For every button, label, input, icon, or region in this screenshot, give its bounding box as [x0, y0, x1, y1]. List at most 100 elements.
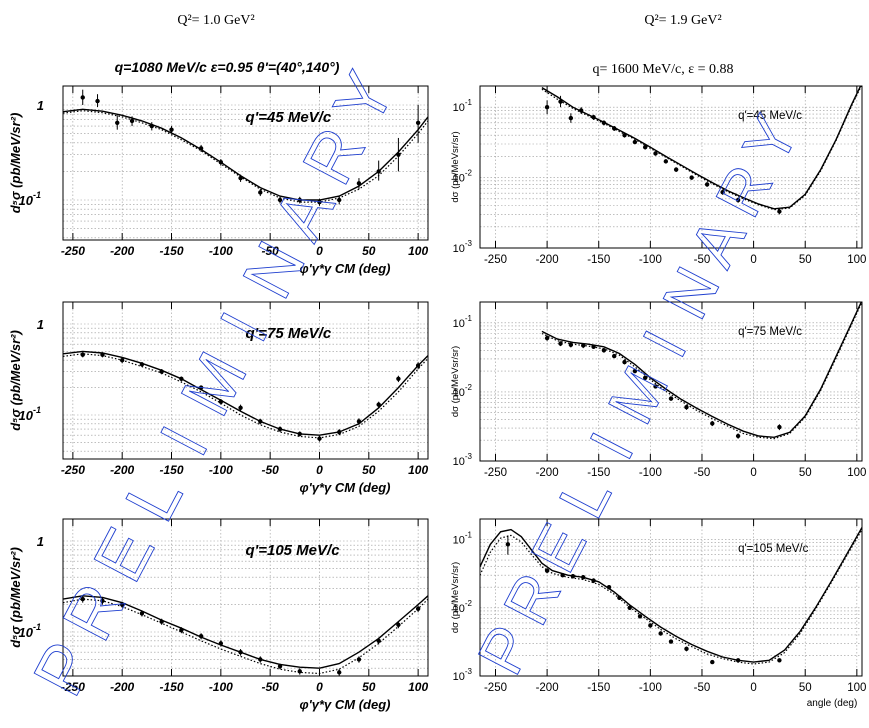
data-point	[356, 418, 362, 425]
grid	[480, 302, 862, 461]
data-point	[735, 197, 741, 203]
solid-curve	[63, 595, 428, 669]
data-point	[581, 343, 586, 349]
plot-frame	[62, 85, 429, 241]
dotted-curve	[63, 110, 428, 203]
data-point	[777, 208, 782, 215]
data-point	[668, 639, 674, 644]
y-tick-label: 10-1	[453, 98, 473, 114]
x-tick-label: 0	[750, 254, 756, 266]
data-point	[258, 418, 263, 425]
data-point	[218, 159, 224, 166]
watermark-letter: L	[545, 464, 625, 529]
data-point	[396, 621, 401, 629]
data-point	[356, 656, 362, 663]
data-point	[198, 633, 204, 640]
y-axis-label: dσ (pb/MeVsr/sr)	[450, 346, 461, 417]
data-point	[238, 649, 243, 656]
data-point	[139, 610, 145, 617]
data-point	[198, 385, 204, 390]
y-tick-label: 10-3	[453, 452, 473, 468]
y-tick-label: 10-1	[453, 531, 473, 547]
data-point	[544, 568, 550, 574]
data-point	[218, 640, 224, 647]
x-tick-label: -150	[159, 463, 183, 477]
x-tick-label: -150	[159, 244, 183, 258]
data-point	[601, 120, 607, 126]
data-point	[317, 198, 322, 206]
x-tick-label: -100	[209, 463, 233, 477]
right-q2-header: Q²= 1.9 GeV²	[644, 13, 721, 28]
data-point	[622, 132, 627, 138]
dotted-curve	[63, 353, 428, 439]
y-tick-label: 1	[37, 98, 44, 113]
data-point	[317, 435, 322, 442]
data-point	[198, 144, 204, 153]
data-point	[617, 595, 622, 600]
data-point	[653, 384, 658, 389]
data-point	[544, 335, 550, 341]
data-point	[637, 614, 643, 619]
data-point	[115, 115, 120, 130]
x-tick-label: -50	[694, 254, 711, 266]
watermark-letter: E	[78, 516, 169, 594]
left-q2-header: Q²= 1.0 GeV²	[177, 13, 254, 28]
watermark-letter: I	[145, 414, 223, 468]
data-point	[612, 353, 617, 359]
y-tick-label: 1	[37, 317, 44, 332]
data-point	[129, 116, 135, 127]
y-tick-label: 1	[37, 534, 44, 549]
y-tick-label: 10-3	[453, 239, 473, 255]
data-point	[612, 126, 617, 131]
panel-annotation: q'=75 MeV/c	[246, 325, 332, 342]
data-point	[673, 167, 679, 173]
data-point	[632, 368, 638, 374]
data-point	[777, 658, 782, 663]
x-tick-label: -100	[639, 682, 662, 694]
data-point	[238, 174, 243, 182]
x-tick-label: 50	[799, 254, 812, 266]
x-tick-label: -50	[694, 682, 711, 694]
data-point	[568, 342, 574, 348]
solid-curve	[541, 302, 862, 439]
data-point	[653, 151, 658, 156]
x-tick-label: -100	[209, 680, 233, 694]
x-tick-label: -250	[61, 244, 85, 258]
solid-curve	[541, 86, 862, 210]
data-point	[80, 352, 85, 358]
data-point	[601, 348, 607, 353]
x-tick-label: 100	[847, 467, 866, 479]
plot-frame	[62, 518, 429, 677]
data-point	[119, 601, 125, 608]
y-tick-label: 10-1	[19, 190, 41, 208]
right-kinematics: q= 1600 MeV/c, ε = 0.88	[592, 62, 733, 77]
data-point	[658, 631, 663, 636]
panel-annotation: q'=45 MeV/c	[246, 109, 332, 126]
data-point	[578, 107, 584, 115]
data-point	[238, 404, 243, 412]
plot-frame	[479, 85, 863, 249]
data-point	[139, 362, 145, 367]
grid	[63, 86, 428, 240]
x-tick-label: 100	[408, 463, 428, 477]
data-point	[735, 658, 741, 663]
data-point	[415, 105, 421, 143]
data-point	[684, 646, 689, 652]
x-tick-label: 50	[362, 463, 376, 477]
x-tick-label: -250	[61, 463, 85, 477]
data-point	[591, 578, 596, 584]
data-point	[179, 627, 184, 634]
x-tick-label: -200	[110, 244, 134, 258]
x-tick-label: -200	[110, 680, 134, 694]
data-point	[169, 126, 174, 134]
data-point	[100, 352, 105, 358]
x-tick-label: 100	[847, 682, 866, 694]
data-point	[149, 122, 154, 131]
data-point	[606, 585, 612, 590]
data-point	[735, 433, 741, 439]
data-point	[642, 375, 648, 380]
x-tick-label: -150	[587, 682, 610, 694]
solid-curve	[63, 108, 428, 201]
y-tick-label: 10-2	[453, 169, 473, 185]
